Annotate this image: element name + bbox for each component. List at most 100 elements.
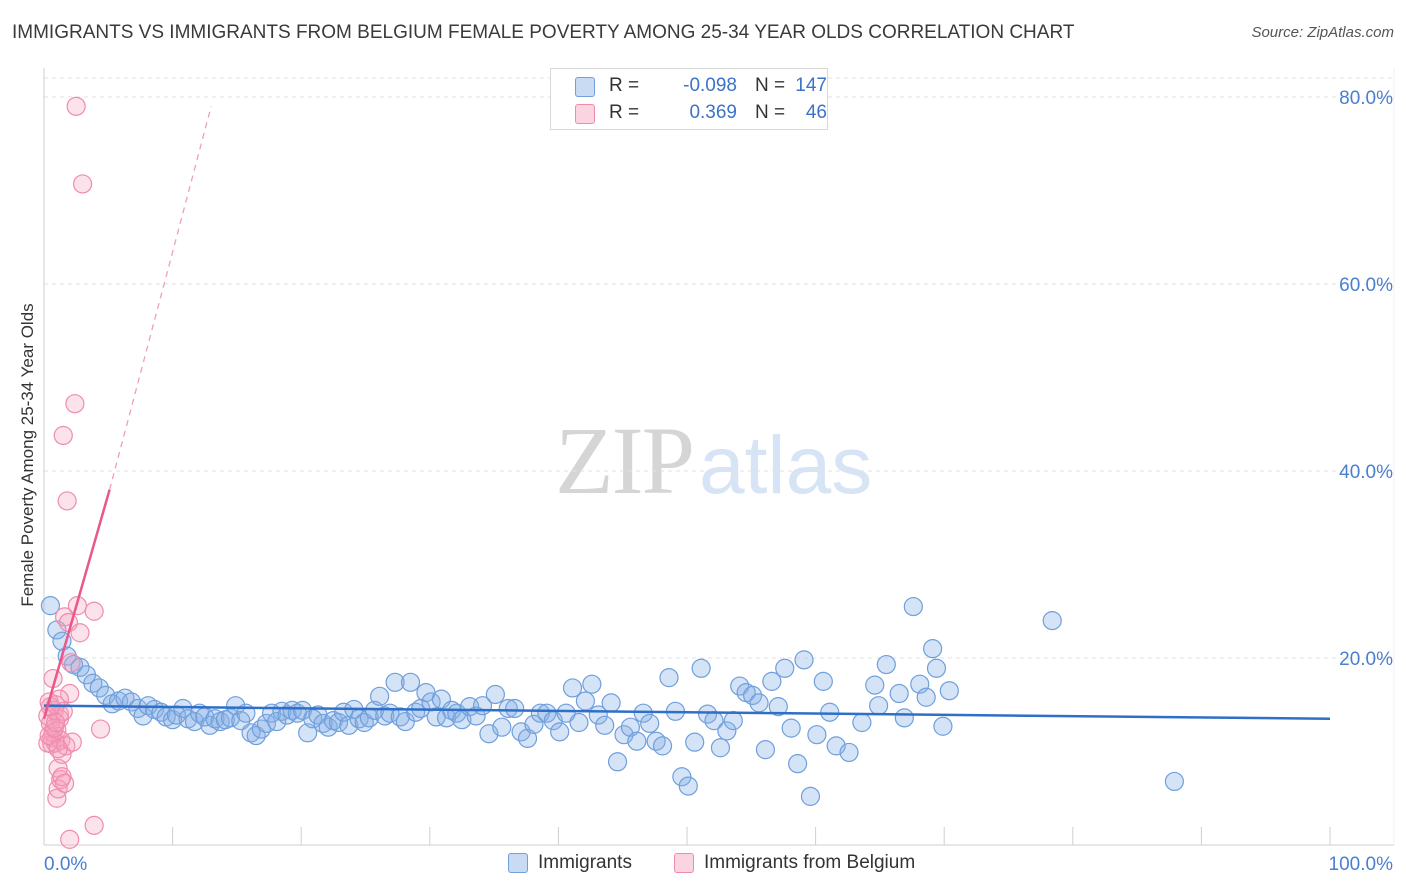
x-tick-label-min: 0.0% [44, 854, 87, 875]
grid-layer [44, 77, 1394, 659]
point-immigrants [385, 672, 405, 692]
legend-r-label: R = [609, 75, 640, 96]
legend-swatch-belgium [575, 104, 595, 124]
point-immigrants [889, 683, 909, 704]
point-immigrants [933, 716, 953, 736]
point-belgium [54, 773, 75, 793]
point-immigrants [524, 714, 544, 734]
point-immigrants [678, 776, 698, 796]
y-tick-label: 20.0% [1339, 649, 1393, 670]
point-immigrants [691, 658, 711, 678]
point-immigrants [601, 693, 621, 713]
point-belgium [53, 425, 73, 446]
point-immigrants [517, 728, 538, 749]
point-immigrants [241, 723, 261, 743]
point-immigrants [876, 654, 896, 675]
trendline-belgium-extension [108, 106, 212, 490]
point-immigrants [226, 696, 246, 716]
point-immigrants [251, 719, 271, 739]
point-belgium [62, 732, 82, 752]
point-immigrants [1164, 771, 1184, 792]
bottom-legend-swatch-belgium [674, 853, 694, 873]
point-immigrants [498, 698, 518, 719]
y-tick-label: 40.0% [1339, 462, 1393, 483]
chart-title: IMMIGRANTS VS IMMIGRANTS FROM BELGIUM FE… [12, 22, 1075, 43]
watermark-atlas: atlas [699, 420, 873, 511]
point-belgium [72, 174, 93, 194]
point-immigrants [562, 678, 583, 698]
point-immigrants [794, 650, 814, 670]
point-belgium [57, 491, 77, 511]
watermark: ZIPatlas [555, 405, 872, 516]
point-immigrants [939, 681, 959, 701]
point-belgium [90, 719, 111, 739]
point-immigrants [685, 732, 705, 752]
x-tick-label-max: 100.0% [1329, 854, 1394, 875]
point-immigrants [800, 786, 821, 806]
point-immigrants [505, 698, 525, 719]
legend-n-value: 147 [795, 75, 827, 96]
source-label: Source: ZipAtlas.com [1251, 24, 1394, 41]
point-immigrants [537, 703, 557, 723]
point-immigrants [267, 711, 287, 732]
point-immigrants [633, 703, 653, 723]
point-immigrants [903, 596, 923, 617]
point-immigrants [575, 691, 596, 711]
point-immigrants [894, 708, 914, 728]
point-belgium [65, 394, 85, 414]
point-immigrants [923, 639, 943, 659]
point-immigrants [550, 722, 570, 742]
point-immigrants [820, 702, 840, 722]
point-immigrants [839, 742, 859, 763]
y-tick-label: 60.0% [1339, 275, 1393, 296]
point-immigrants [742, 685, 763, 706]
point-immigrants [768, 697, 788, 717]
point-immigrants [762, 671, 782, 691]
point-immigrants [582, 674, 602, 694]
trendline-belgium [42, 489, 111, 720]
legend-swatch-immigrants [575, 77, 595, 97]
trendline-immigrants [43, 704, 1331, 721]
point-immigrants [926, 658, 947, 678]
point-belgium [84, 815, 104, 835]
point-immigrants [303, 709, 323, 729]
point-belgium [84, 601, 104, 621]
trend-layer [42, 106, 1331, 721]
point-immigrants [787, 754, 808, 774]
point-immigrants [852, 712, 872, 733]
legend-r-value: 0.369 [689, 102, 737, 123]
point-immigrants [40, 596, 61, 616]
bottom-legend-label: Immigrants [538, 852, 632, 873]
point-immigrants [755, 740, 776, 760]
watermark-zip: ZIP [555, 407, 695, 514]
point-immigrants [556, 703, 576, 723]
point-immigrants [282, 700, 302, 720]
point-belgium [45, 712, 66, 733]
point-immigrants [813, 671, 833, 691]
legend-n-value: 46 [805, 102, 827, 123]
point-immigrants [717, 721, 737, 741]
point-immigrants [672, 767, 692, 787]
point-immigrants [569, 712, 589, 733]
point-immigrants [370, 686, 390, 706]
point-belgium [66, 96, 86, 116]
point-belgium [60, 683, 80, 704]
point-immigrants [627, 731, 647, 751]
point-immigrants [406, 702, 426, 722]
point-immigrants [869, 696, 889, 716]
point-immigrants [807, 725, 827, 745]
bottom-legend-label: Immigrants from Belgium [704, 852, 916, 873]
point-immigrants [916, 687, 936, 707]
point-immigrants [781, 718, 801, 738]
point-immigrants [659, 668, 679, 688]
point-immigrants [492, 717, 512, 737]
point-immigrants [400, 672, 421, 692]
point-immigrants [640, 713, 660, 734]
point-immigrants [620, 717, 641, 737]
bottom-legend-swatch-immigrants [508, 853, 528, 873]
point-belgium [48, 739, 68, 759]
point-belgium [61, 653, 81, 673]
legend-n-label: N = [755, 102, 786, 123]
point-immigrants [70, 657, 90, 677]
